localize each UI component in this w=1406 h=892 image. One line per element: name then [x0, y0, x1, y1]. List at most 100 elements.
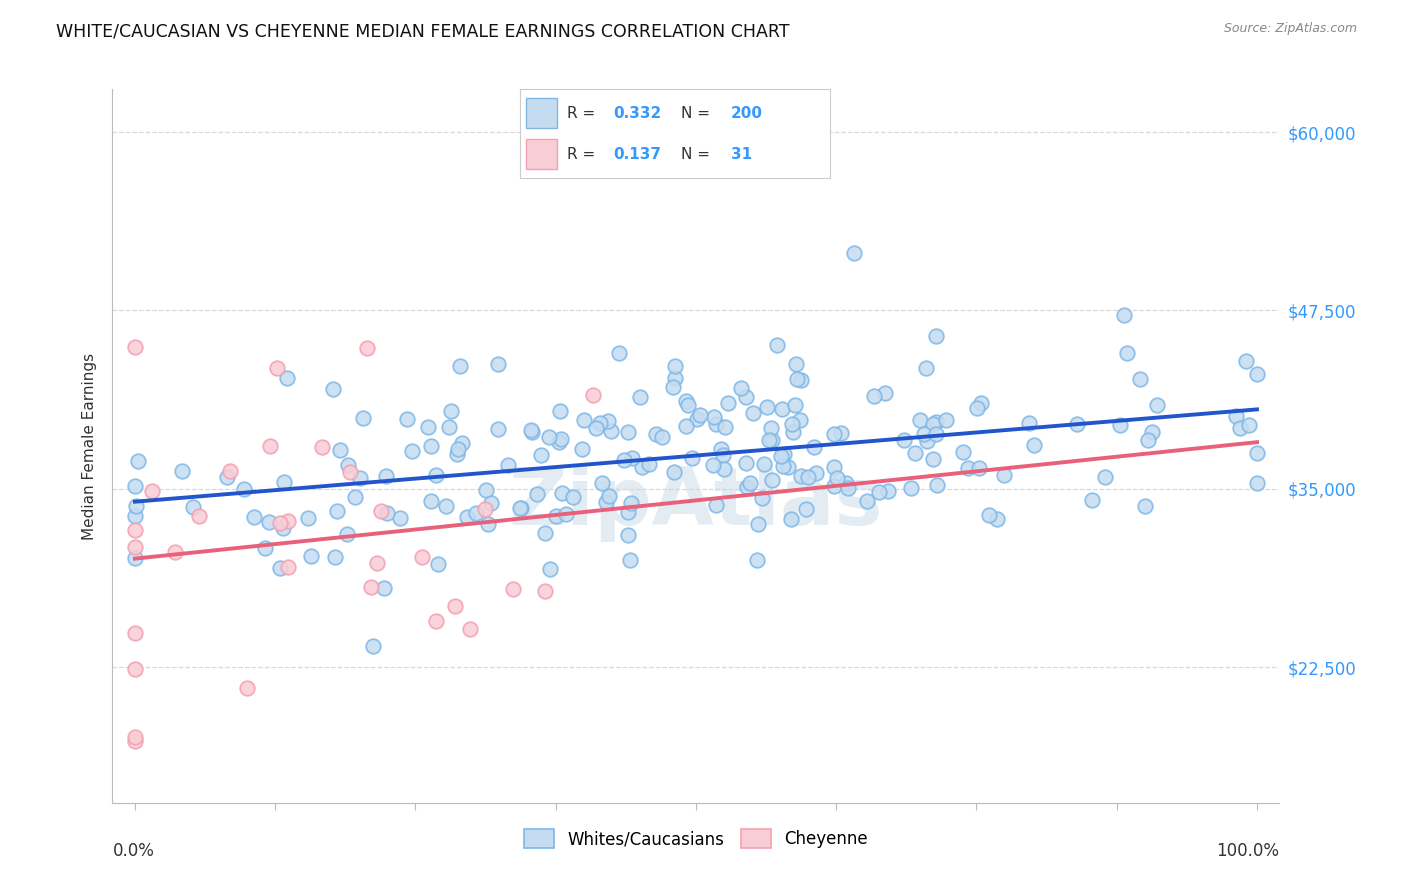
Point [616, 425, 638, 440]
Point [326, 504, 349, 518]
Point [915, 434, 938, 448]
Point [243, 510, 266, 524]
Bar [526, 98, 557, 128]
Point [425, 615, 447, 629]
Point [823, 427, 845, 442]
Point [785, 357, 807, 371]
Point [704, 417, 727, 431]
Text: 31: 31 [731, 147, 752, 161]
Point [1146, 399, 1168, 413]
Point [124, 550, 146, 565]
Point [546, 509, 568, 524]
Point [966, 401, 988, 415]
Point [876, 483, 898, 498]
Point [449, 359, 471, 373]
Point [509, 500, 531, 515]
Point [475, 483, 498, 498]
Point [595, 495, 617, 509]
Point [419, 439, 441, 453]
Point [538, 562, 561, 576]
Point [440, 403, 463, 417]
Point [299, 549, 322, 563]
Point [835, 475, 858, 490]
Point [717, 395, 740, 409]
Point [127, 454, 149, 468]
Point [1234, 354, 1257, 368]
Point [752, 457, 775, 471]
Text: R =: R = [567, 106, 600, 120]
Point [873, 386, 896, 401]
Point [446, 448, 468, 462]
Point [1116, 345, 1139, 359]
Point [825, 471, 848, 485]
Point [702, 409, 724, 424]
Point [868, 485, 890, 500]
Point [420, 494, 443, 508]
Point [702, 458, 724, 472]
Point [1133, 499, 1156, 513]
Point [797, 470, 820, 484]
Point [710, 442, 733, 456]
Point [1225, 409, 1247, 423]
Point [900, 481, 922, 495]
Text: 0.0%: 0.0% [112, 842, 155, 860]
Point [806, 467, 828, 481]
Point [585, 421, 607, 435]
Point [509, 501, 531, 516]
Point [782, 425, 804, 439]
Point [530, 449, 553, 463]
Point [276, 371, 298, 385]
Point [1239, 418, 1261, 433]
Point [562, 490, 585, 504]
Point [554, 508, 576, 522]
Point [789, 413, 811, 427]
Point [863, 389, 886, 403]
Point [582, 387, 605, 401]
Point [630, 459, 652, 474]
Point [1109, 417, 1132, 432]
Point [401, 444, 423, 458]
Point [589, 416, 612, 430]
Text: ZipAtlas: ZipAtlas [509, 464, 883, 542]
Point [714, 419, 737, 434]
Point [266, 361, 288, 376]
Point [675, 394, 697, 409]
Point [1018, 416, 1040, 430]
Point [496, 458, 519, 473]
Point [322, 382, 344, 396]
Point [664, 371, 686, 385]
Point [925, 427, 948, 442]
Point [141, 484, 163, 499]
Point [1066, 417, 1088, 432]
Point [366, 556, 388, 570]
Point [711, 448, 734, 462]
Point [389, 511, 412, 525]
Point [361, 639, 384, 653]
Point [935, 413, 957, 427]
Point [616, 528, 638, 542]
Point [607, 346, 630, 360]
Point [465, 507, 488, 521]
Point [124, 540, 146, 554]
Point [124, 340, 146, 354]
Point [651, 429, 673, 443]
Point [785, 398, 807, 412]
Point [165, 545, 187, 559]
Point [1246, 445, 1268, 459]
Point [124, 734, 146, 748]
Point [704, 498, 727, 512]
Point [370, 504, 392, 518]
Text: WHITE/CAUCASIAN VS CHEYENNE MEDIAN FEMALE EARNINGS CORRELATION CHART: WHITE/CAUCASIAN VS CHEYENNE MEDIAN FEMAL… [56, 22, 790, 40]
Point [713, 462, 735, 476]
Point [339, 465, 361, 479]
Point [1129, 372, 1152, 386]
Point [664, 465, 686, 479]
Point [620, 451, 643, 466]
Point [922, 451, 945, 466]
Point [856, 494, 879, 508]
Point [993, 467, 1015, 482]
Point [447, 442, 470, 457]
Point [434, 500, 457, 514]
Point [124, 508, 146, 523]
Point [765, 338, 787, 352]
